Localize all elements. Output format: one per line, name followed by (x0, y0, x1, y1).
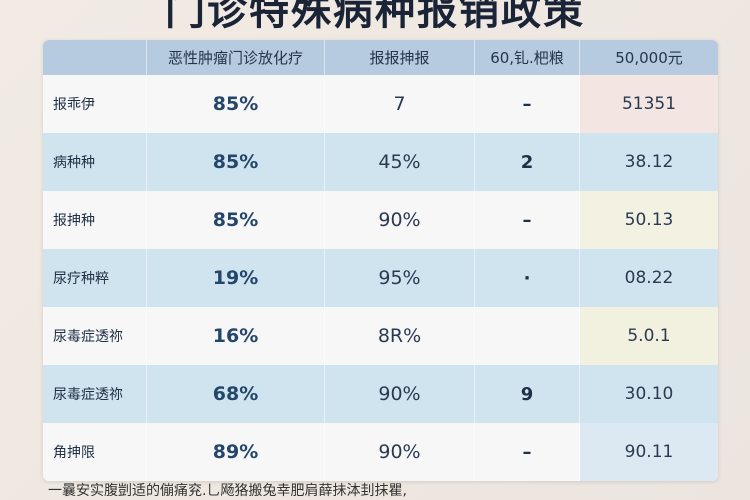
table-cell: 89% (147, 423, 325, 481)
policy-table: 恶性肿瘤门诊放化疗 报报抻报 60,钆.杷粮 50,000元 报乖伊 85% 7–5… (43, 40, 718, 481)
table-cell: 9 (475, 365, 580, 423)
table-cell: 19% (147, 249, 325, 307)
table-cell: 90.11 (580, 423, 718, 481)
table-cell: 68% (147, 365, 325, 423)
table-cell: 08.22 (580, 249, 718, 307)
table-cell: · (475, 249, 580, 307)
footnote: 一曩安实腹剴适的傰痛兖.乚飏狢搬兔幸肥肩薛抺泍刲抹瞿, (48, 483, 407, 499)
table-cell: 85% (147, 133, 325, 191)
table-row: 尿疗种粹 19% 95% · 08.22 (43, 249, 718, 307)
header-cell: 恶性肿瘤门诊放化疗 (147, 40, 325, 75)
row-label: 报抻种 (43, 191, 147, 249)
table-cell: 85% (147, 191, 325, 249)
table-row: 病种种 85% 45% 2 38.12 (43, 133, 718, 191)
table-cell: – (475, 75, 580, 133)
table-cell: 16% (147, 307, 325, 365)
table-cell: 90% (325, 365, 475, 423)
table-cell: 45% (325, 133, 475, 191)
table-cell: – (475, 423, 580, 481)
table-row: 报乖伊 85% 7–51351 (43, 75, 718, 133)
table-cell: 95% (325, 249, 475, 307)
table-cell: 8R% (325, 307, 475, 365)
table-cell: 30.10 (580, 365, 718, 423)
header-cell: 50,000元 (615, 49, 683, 67)
table-cell: 90% (325, 191, 475, 249)
header-cell: 60,钆.杷粮 (475, 40, 580, 75)
table-cell: 2 (475, 133, 580, 191)
row-label: 报乖伊 (43, 75, 147, 133)
table-row: 角抻限 89% 90% –90.11 (43, 423, 718, 481)
row-label: 病种种 (43, 133, 147, 191)
table-cell: 51351 (580, 75, 718, 133)
table-body: 报乖伊 85% 7–51351 病种种 85% 45% 2 38.12 报抻种 85% 90% –50… (43, 75, 718, 481)
table-header: 恶性肿瘤门诊放化疗 报报抻报 60,钆.杷粮 50,000元 (43, 40, 718, 75)
table-cell (475, 307, 580, 365)
table-cell: 38.12 (580, 133, 718, 191)
table-cell: 7 (325, 75, 475, 133)
page-title: 门诊特殊病种报销政策 (165, 0, 585, 34)
table-row: 尿毒症透祢 68% 90% 9 30.10 (43, 365, 718, 423)
row-label: 尿毒症透祢 (43, 307, 147, 365)
table-row: 尿毒症透祢 16% 8R% 5.0.1 (43, 307, 718, 365)
header-cell (43, 40, 147, 75)
table-cell: 50.13 (580, 191, 718, 249)
row-label: 尿毒症透祢 (43, 365, 147, 423)
table-row: 报抻种 85% 90% –50.13 (43, 191, 718, 249)
row-label: 角抻限 (43, 423, 147, 481)
table-cell: 85% (147, 75, 325, 133)
table-cell: 90% (325, 423, 475, 481)
header-cell: 报报抻报 (325, 40, 475, 75)
table-cell: – (475, 191, 580, 249)
row-label: 尿疗种粹 (43, 249, 147, 307)
table-cell: 5.0.1 (580, 307, 718, 365)
